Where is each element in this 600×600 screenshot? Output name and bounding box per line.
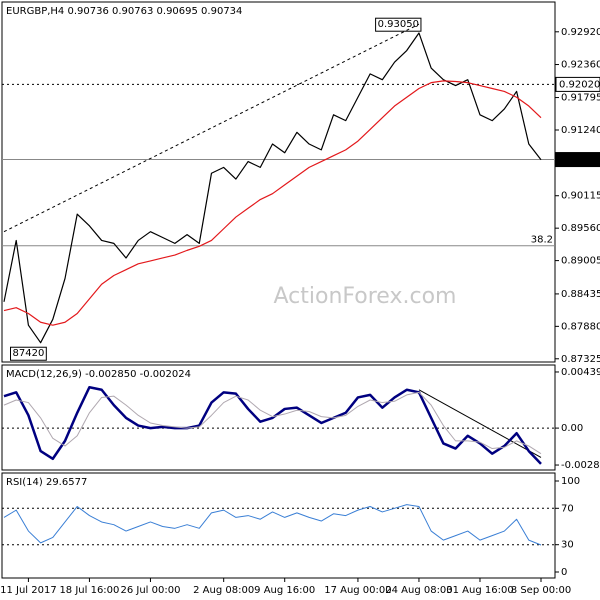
panel-title: EURGBP,H4 0.90736 0.90763 0.90695 0.9073… (6, 6, 242, 17)
x-tick-label: 9 Aug 16:00 (254, 585, 315, 596)
panel-title: MACD(12,26,9) -0.002850 -0.002024 (6, 369, 191, 380)
x-tick-label: 26 Jul 00:00 (120, 585, 180, 596)
y-tick-label: 0.004394 (561, 367, 600, 378)
annotation: 87420 (13, 348, 45, 359)
y-tick-label: 0 (561, 567, 567, 578)
y-tick-label: 30 (561, 540, 574, 551)
price-label-box (555, 76, 600, 92)
annotation-box (10, 346, 47, 361)
x-tick-label: 24 Aug 08:00 (385, 585, 452, 596)
x-tick-label: 17 Aug 00:00 (324, 585, 391, 596)
x-tick-label: 8 Sep 00:00 (511, 585, 571, 596)
panel-frame (1, 1, 556, 363)
trendline (418, 389, 542, 458)
trendline (3, 23, 420, 233)
y-tick-label: 0.88435 (561, 289, 600, 300)
x-tick-label: 31 Aug 16:00 (446, 585, 513, 596)
series-line (3, 504, 542, 546)
y-tick-label: 0.89560 (561, 223, 600, 234)
price-label: 0.92020 (559, 79, 600, 90)
panel-frame (1, 364, 556, 471)
series-line (3, 385, 542, 465)
price-label: 0.90734 (559, 155, 600, 166)
y-tick-label: 0.90115 (561, 191, 600, 202)
watermark: ActionForex.com (274, 284, 457, 309)
panel-title: RSI(14) 29.6577 (6, 477, 87, 488)
annotation: 0.93050 (378, 19, 419, 30)
y-tick-label: -0.002891 (561, 460, 600, 471)
y-tick-label: 0.92360 (561, 60, 600, 71)
series-line (3, 32, 542, 344)
series-line (3, 391, 542, 455)
y-tick-label: 0.87880 (561, 321, 600, 332)
panel-frame (1, 472, 556, 579)
annotation-box (375, 17, 422, 32)
price-label-box (555, 152, 600, 168)
y-tick-label: 0.92920 (561, 27, 600, 38)
series-line (3, 80, 542, 326)
y-tick-label: 0.00 (561, 423, 583, 434)
y-tick-label: 0.91795 (561, 93, 600, 104)
x-tick-label: 11 Jul 2017 (0, 585, 57, 596)
x-tick-label: 18 Jul 16:00 (59, 585, 119, 596)
y-tick-label: 70 (561, 503, 574, 514)
y-tick-label: 100 (561, 476, 580, 487)
y-tick-label: 0.91240 (561, 125, 600, 136)
y-tick-label: 0.87325 (561, 354, 600, 365)
y-tick-label: 0.89005 (561, 256, 600, 267)
x-tick-label: 2 Aug 08:00 (193, 585, 254, 596)
fib-label: 38.2 (531, 235, 553, 246)
